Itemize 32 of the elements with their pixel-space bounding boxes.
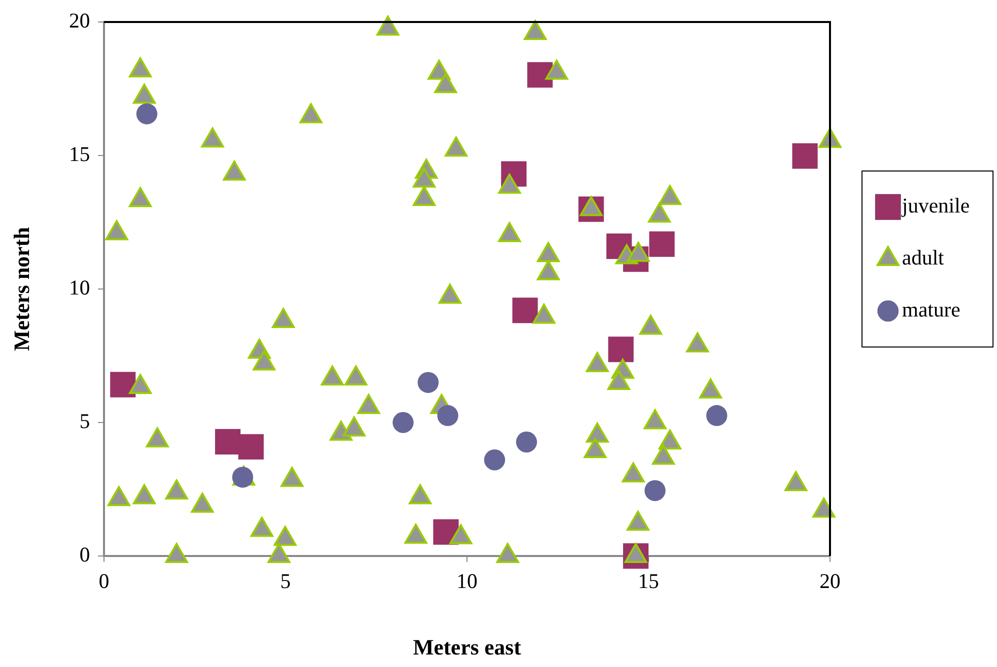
point [516, 431, 538, 452]
point [512, 298, 538, 324]
point [706, 405, 728, 426]
point [136, 103, 158, 124]
x-axis-title: Meters east [412, 634, 522, 660]
x-tick-label: 15 [638, 569, 659, 594]
legend-label: juvenile [901, 194, 970, 218]
point [608, 336, 634, 362]
point [232, 466, 254, 488]
point [649, 231, 675, 257]
point [792, 143, 818, 169]
y-tick-label: 15 [69, 142, 90, 166]
point [110, 372, 136, 398]
x-tick-label: 10 [456, 569, 478, 594]
y-tick-label: 20 [69, 8, 90, 33]
point [215, 428, 241, 454]
legend-label: adult [902, 246, 944, 270]
y-tick-label: 10 [69, 276, 90, 300]
point [527, 62, 553, 88]
point [418, 372, 439, 393]
legend-label: mature [902, 298, 960, 322]
point [392, 412, 414, 433]
y-tick-label: 0 [80, 542, 90, 567]
x-tick-label: 20 [820, 569, 840, 594]
y-axis-title: Meters north [8, 226, 34, 352]
x-tick-label: 5 [280, 569, 291, 594]
x-tick-label: 0 [98, 569, 110, 594]
point [437, 405, 458, 426]
y-tick-label: 5 [80, 409, 90, 434]
point [484, 449, 506, 470]
point [644, 480, 666, 502]
point [238, 434, 264, 460]
